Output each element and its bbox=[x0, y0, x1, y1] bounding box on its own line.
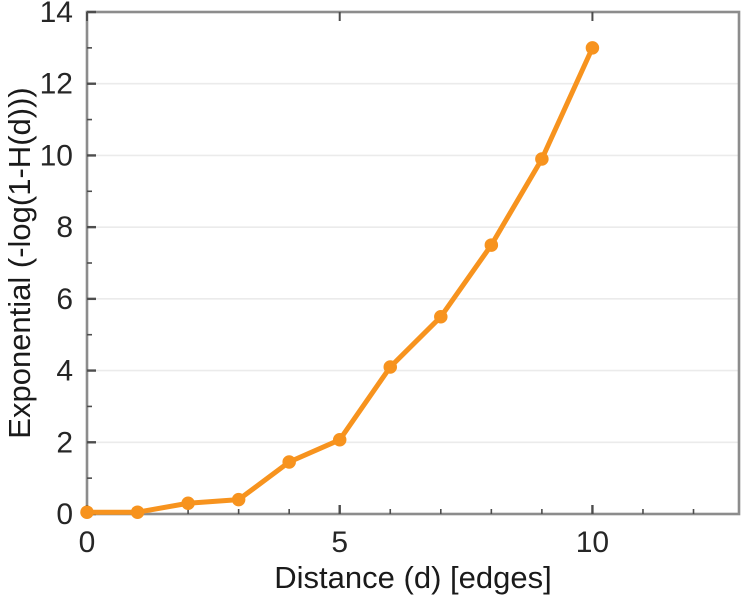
y-tick-label: 8 bbox=[56, 211, 73, 244]
series-marker bbox=[332, 433, 347, 447]
x-tick-label: 10 bbox=[576, 526, 609, 559]
x-axis-title: Distance (d) [edges] bbox=[274, 560, 551, 595]
tick-labels-group: 0 2 4 6 8 10 12 14 0 5 10 bbox=[40, 0, 609, 559]
x-tick-label: 0 bbox=[79, 526, 96, 559]
y-tick-label: 6 bbox=[56, 283, 73, 316]
series-marker bbox=[585, 41, 600, 55]
series-marker bbox=[383, 360, 398, 374]
series-marker bbox=[535, 152, 549, 166]
series-marker bbox=[130, 505, 145, 519]
series-marker bbox=[231, 492, 246, 507]
series-marker bbox=[484, 238, 499, 252]
x-tick-label: 5 bbox=[331, 526, 348, 559]
axis-ticks-group bbox=[85, 10, 695, 516]
series-marker bbox=[80, 505, 94, 519]
y-tick-label: 4 bbox=[56, 355, 73, 388]
series-marker bbox=[181, 496, 195, 510]
data-series-group bbox=[80, 41, 600, 519]
series-marker bbox=[434, 310, 448, 324]
y-tick-label: 12 bbox=[40, 68, 73, 101]
y-tick-label: 14 bbox=[40, 0, 73, 29]
series-marker bbox=[282, 455, 296, 469]
y-axis-title: Exponential (-log(1-H(d))) bbox=[2, 87, 37, 438]
y-tick-label: 2 bbox=[56, 426, 73, 459]
y-tick-label: 10 bbox=[40, 139, 73, 172]
y-tick-label: 0 bbox=[56, 498, 73, 531]
